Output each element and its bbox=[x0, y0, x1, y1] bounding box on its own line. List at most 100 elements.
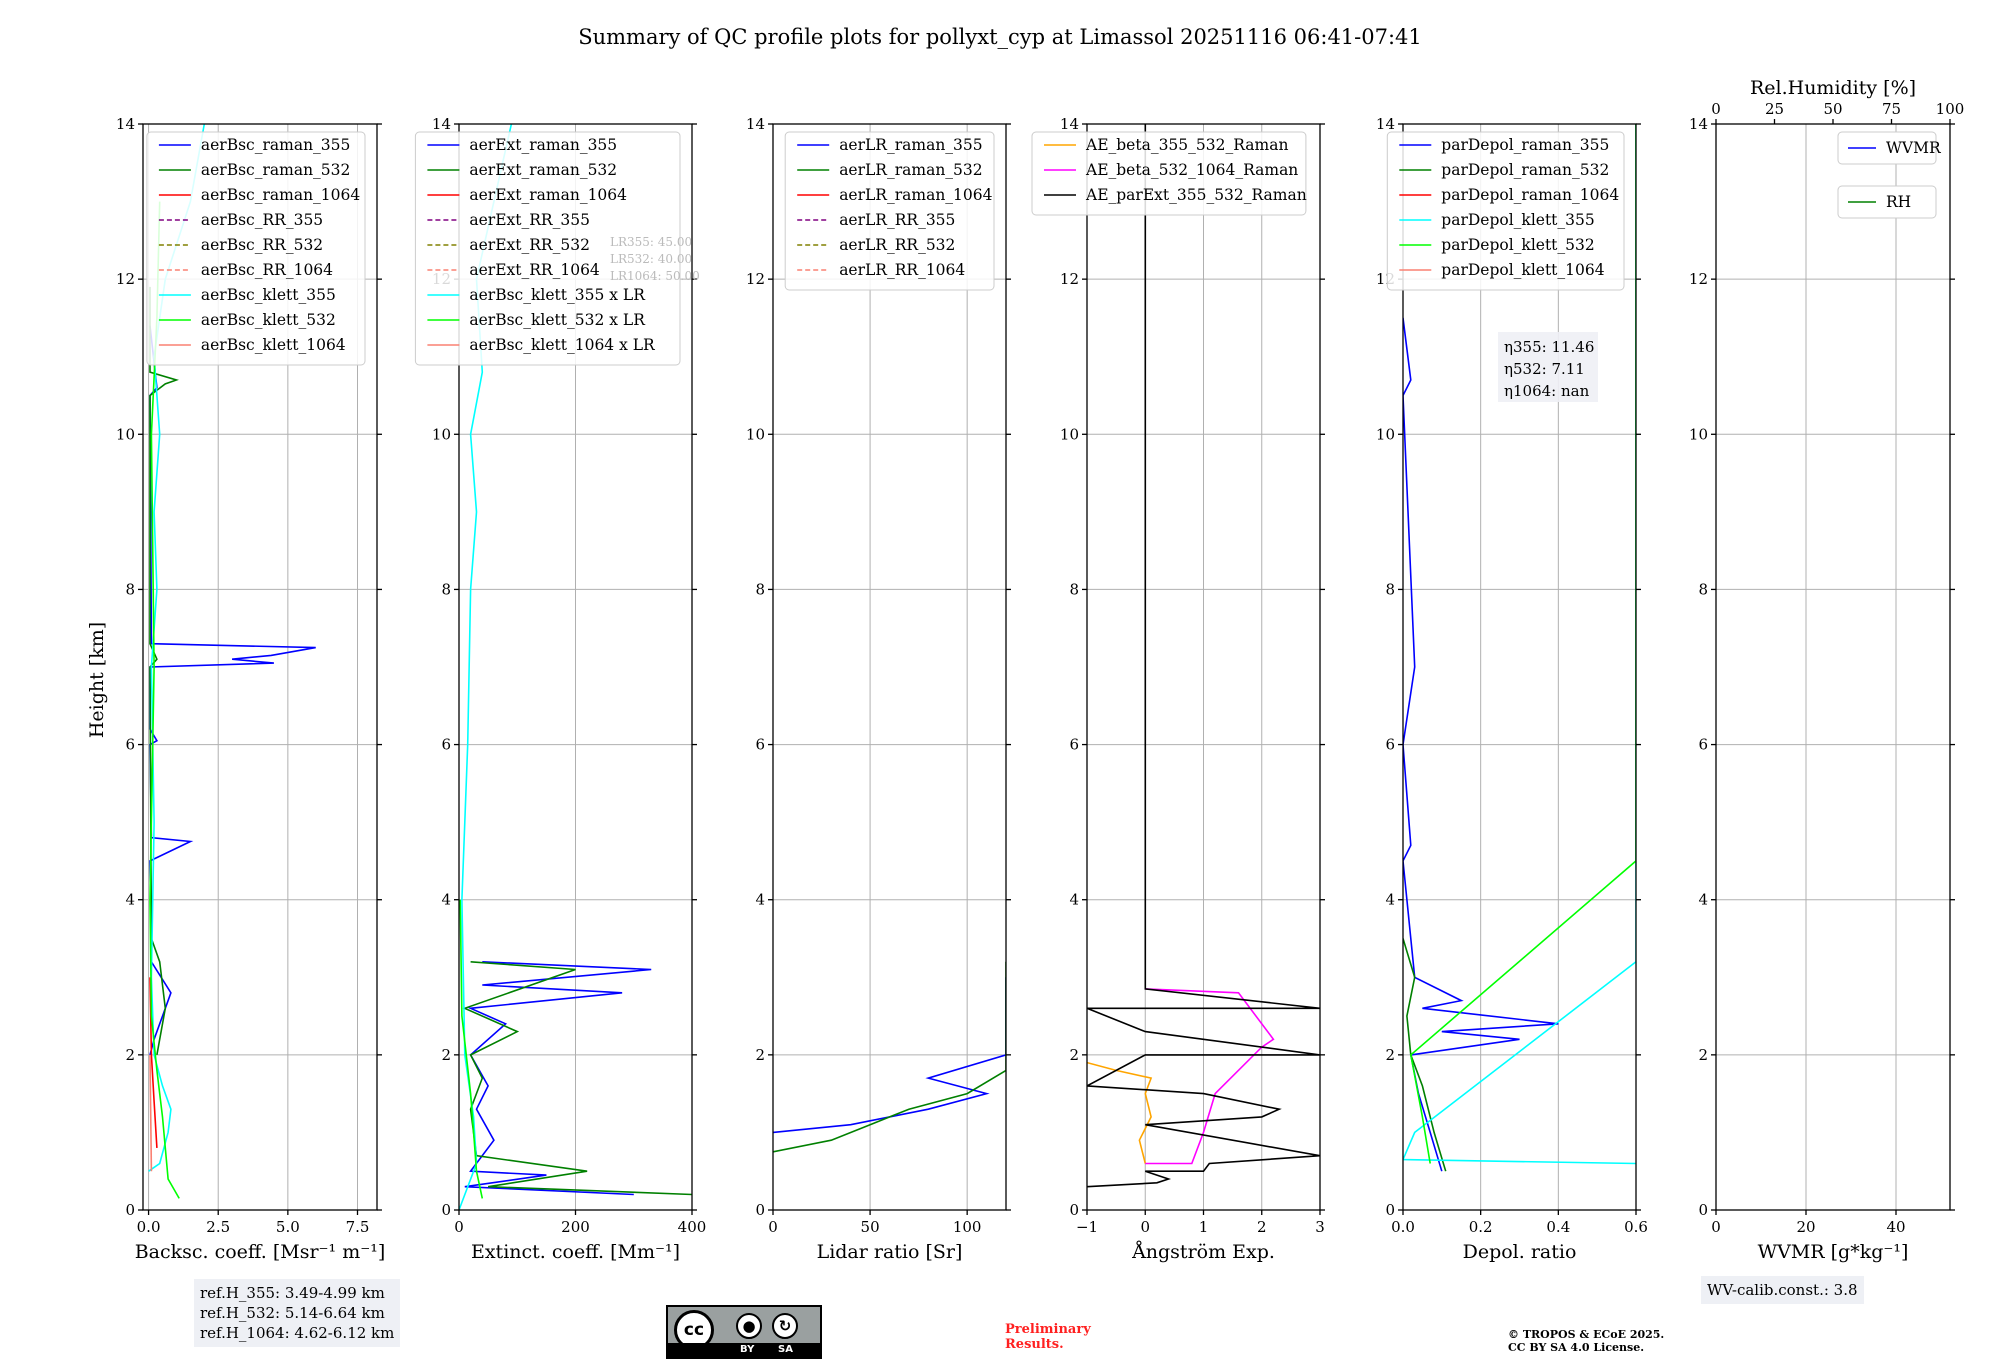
reference-height-box: ref.H_355: 3.49-4.99 km ref.H_532: 5.14-… bbox=[194, 1279, 401, 1347]
cc-by-label: BY bbox=[740, 1344, 755, 1355]
legend-label: aerExt_RR_1064 bbox=[469, 261, 600, 279]
legend-label: parDepol_raman_355 bbox=[1441, 136, 1609, 154]
x-tick-label: 100 bbox=[953, 1218, 982, 1236]
y-tick-label: 14 bbox=[1689, 115, 1708, 133]
top-x-tick-label: 75 bbox=[1882, 100, 1901, 118]
x-tick-label: 3 bbox=[1315, 1218, 1325, 1236]
legend-label: aerLR_RR_1064 bbox=[839, 261, 965, 279]
figure-title: Summary of QC profile plots for pollyxt_… bbox=[578, 25, 1422, 49]
y-tick-label: 14 bbox=[432, 115, 451, 133]
y-tick-label: 2 bbox=[1385, 1046, 1395, 1064]
legend-label: RH bbox=[1886, 193, 1911, 211]
wv-calibration-box: WV-calib.const.: 3.8 bbox=[1701, 1276, 1864, 1304]
x-tick-label: 2.5 bbox=[206, 1218, 230, 1236]
eta-box bbox=[1498, 332, 1598, 402]
y-tick-label: 14 bbox=[1060, 115, 1079, 133]
series-line-aerbsc-klett-1064 bbox=[149, 1054, 153, 1172]
legend-label: aerBsc_raman_1064 bbox=[201, 186, 361, 204]
x-axis-label: Extinct. coeff. [Mm⁻¹] bbox=[471, 1241, 680, 1263]
y-tick-label: 2 bbox=[755, 1046, 765, 1064]
series-line-aerext-raman-355 bbox=[464, 961, 652, 1196]
x-tick-label: 50 bbox=[861, 1218, 880, 1236]
x-tick-label: 5.0 bbox=[276, 1218, 300, 1236]
y-tick-label: 6 bbox=[755, 736, 765, 754]
series-group bbox=[773, 961, 1006, 1153]
cc-badge-strip: BY SA bbox=[668, 1343, 820, 1357]
legend-box bbox=[146, 131, 366, 366]
y-tick-label: 2 bbox=[441, 1046, 451, 1064]
y-tick-label: 10 bbox=[432, 425, 451, 443]
x-axis-label: WVMR [g*kg⁻¹] bbox=[1758, 1241, 1909, 1263]
legend-label: aerBsc_RR_1064 bbox=[201, 261, 333, 279]
legend-label: aerBsc_klett_1064 bbox=[201, 336, 346, 354]
x-tick-label: 200 bbox=[561, 1218, 590, 1236]
y-tick-label: 6 bbox=[1385, 736, 1395, 754]
series-line-aerbsc-klett-532-x-lr bbox=[459, 899, 484, 1199]
y-tick-label: 12 bbox=[746, 270, 765, 288]
legend-label: aerExt_RR_532 bbox=[469, 236, 590, 254]
y-tick-label: 0 bbox=[1698, 1201, 1708, 1219]
y-tick-label: 0 bbox=[441, 1201, 451, 1219]
y-tick-label: 10 bbox=[116, 425, 135, 443]
top-x-axis-label: Rel.Humidity [%] bbox=[1750, 77, 1916, 99]
y-tick-label: 4 bbox=[125, 891, 135, 909]
x-tick-label: 40 bbox=[1886, 1218, 1905, 1236]
x-tick-label: 1 bbox=[1199, 1218, 1209, 1236]
y-tick-label: 14 bbox=[116, 115, 135, 133]
x-tick-label: −1 bbox=[1076, 1218, 1098, 1236]
y-tick-label: 10 bbox=[746, 425, 765, 443]
y-tick-label: 2 bbox=[1698, 1046, 1708, 1064]
legend-label: aerBsc_RR_532 bbox=[201, 236, 323, 254]
legend-label: aerBsc_klett_532 bbox=[201, 311, 336, 329]
cc-sa-label: SA bbox=[778, 1344, 793, 1355]
legend-label: parDepol_klett_532 bbox=[1441, 236, 1594, 254]
top-x-tick-label: 100 bbox=[1936, 100, 1965, 118]
eta-label: η355: 11.46 bbox=[1504, 338, 1594, 356]
legend-label: aerBsc_klett_355 bbox=[201, 286, 336, 304]
y-tick-label: 2 bbox=[125, 1046, 135, 1064]
ref-height-532: ref.H_532: 5.14-6.64 km bbox=[200, 1304, 385, 1322]
series-line-ae-parext-355-532-raman bbox=[1087, 124, 1320, 1188]
copyright-note: © TROPOS & ECoE 2025. CC BY SA 4.0 Licen… bbox=[1508, 1328, 1664, 1354]
legend-label: aerExt_raman_1064 bbox=[469, 186, 627, 204]
y-tick-label: 8 bbox=[1698, 580, 1708, 598]
y-tick-label: 4 bbox=[755, 891, 765, 909]
x-tick-label: 400 bbox=[678, 1218, 707, 1236]
cc-license-badge: cc ● ↻ BY SA bbox=[666, 1305, 822, 1359]
share-alike-icon: ↻ bbox=[772, 1313, 798, 1339]
legend-label: aerExt_raman_532 bbox=[469, 161, 617, 179]
x-tick-label: 0.2 bbox=[1469, 1218, 1493, 1236]
legend-label: aerExt_RR_355 bbox=[469, 211, 590, 229]
legend-label: aerBsc_klett_532 x LR bbox=[469, 311, 646, 329]
y-tick-label: 8 bbox=[755, 580, 765, 598]
wv-calibration-constant: WV-calib.const.: 3.8 bbox=[1707, 1281, 1858, 1299]
y-tick-label: 12 bbox=[1060, 270, 1079, 288]
top-x-tick-label: 0 bbox=[1711, 100, 1721, 118]
x-tick-label: 0 bbox=[768, 1218, 778, 1236]
legend-label: AE_parExt_355_532_Raman bbox=[1085, 186, 1307, 204]
legend-label: AE_beta_355_532_Raman bbox=[1085, 136, 1288, 154]
legend-box bbox=[1386, 131, 1625, 291]
legend-label: aerBsc_raman_355 bbox=[201, 136, 351, 154]
copyright-line-2: CC BY SA 4.0 License. bbox=[1508, 1341, 1645, 1354]
series-line-aerext-raman-532 bbox=[462, 961, 692, 1196]
y-tick-label: 12 bbox=[116, 270, 135, 288]
x-tick-label: 20 bbox=[1796, 1218, 1815, 1236]
legend-box bbox=[1837, 131, 1937, 165]
x-axis-label: Depol. ratio bbox=[1463, 1241, 1577, 1263]
x-tick-label: 7.5 bbox=[346, 1218, 370, 1236]
legend-label: aerLR_raman_355 bbox=[839, 136, 982, 154]
legend-label: aerExt_raman_355 bbox=[469, 136, 617, 154]
y-tick-label: 0 bbox=[755, 1201, 765, 1219]
legend-label: parDepol_klett_1064 bbox=[1441, 261, 1604, 279]
y-tick-label: 6 bbox=[1698, 736, 1708, 754]
x-tick-label: 0 bbox=[454, 1218, 464, 1236]
y-tick-label: 0 bbox=[1069, 1201, 1079, 1219]
x-tick-label: 0 bbox=[1140, 1218, 1150, 1236]
y-tick-label: 4 bbox=[1698, 891, 1708, 909]
top-x-tick-label: 25 bbox=[1765, 100, 1784, 118]
eta-label: η532: 7.11 bbox=[1504, 360, 1585, 378]
y-tick-label: 14 bbox=[1376, 115, 1395, 133]
legend-label: WVMR bbox=[1886, 139, 1942, 157]
series-line-aerlr-raman-532 bbox=[773, 961, 1006, 1153]
